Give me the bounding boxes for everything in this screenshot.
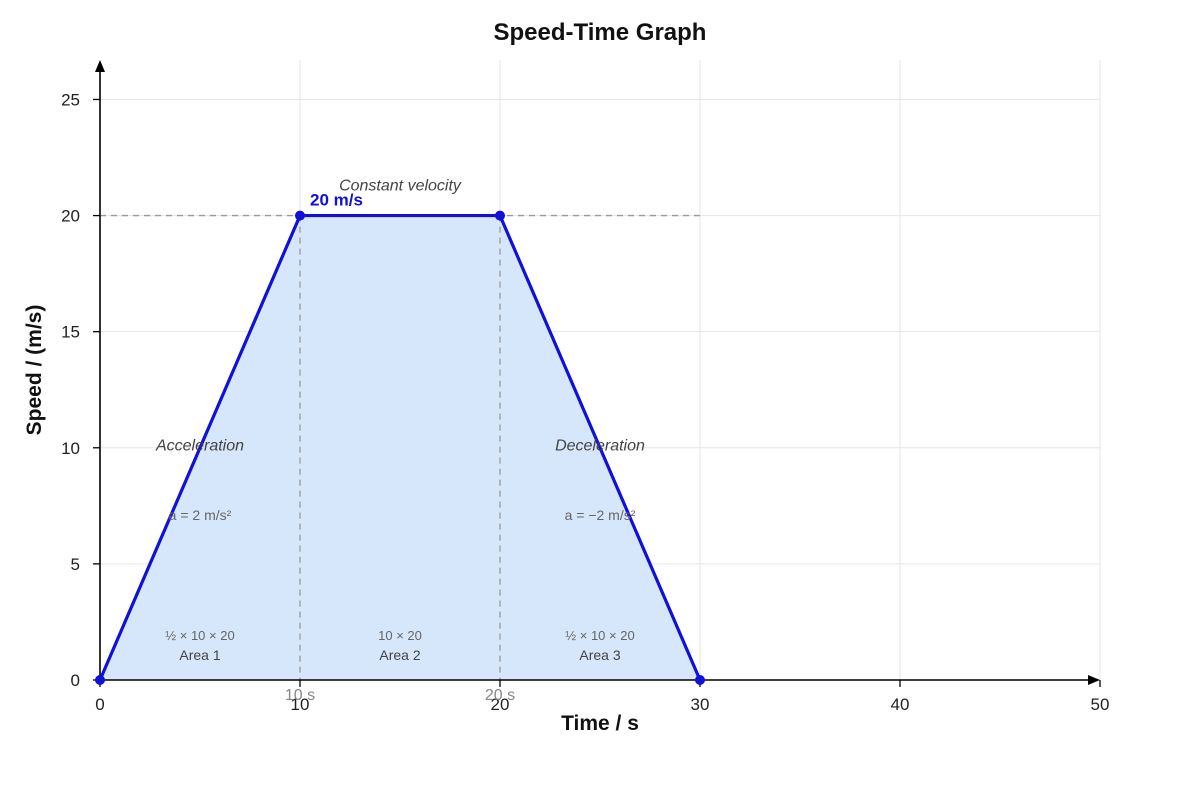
y-tick-label: 5 (71, 555, 80, 574)
speed-series-line (98, 213, 702, 681)
phase-label: Acceleration (155, 437, 244, 454)
chart-title: Speed-Time Graph (494, 19, 707, 46)
y-axis-title: Speed / (m/s) (23, 305, 46, 436)
area-calculation: ½ × 10 × 20 (165, 628, 234, 643)
y-tick-label: 0 (71, 671, 80, 690)
area-name: Area 1 (179, 647, 220, 663)
x-tick-label: 30 (691, 695, 710, 714)
acceleration-label: a = 2 m/s² (169, 507, 232, 523)
y-axis-arrow (95, 60, 105, 72)
x-tick-label: 0 (95, 695, 104, 714)
phase-label: Constant velocity (339, 177, 462, 194)
data-point (495, 210, 505, 221)
time-marker-label: 10 s (285, 687, 315, 704)
speed-annotation: 20 m/s (310, 191, 363, 210)
area-calculation: 10 × 20 (378, 628, 422, 643)
area-name: Area 3 (579, 647, 620, 663)
x-tick-label: 20 (491, 695, 510, 714)
y-tick-label: 15 (61, 323, 80, 342)
area-name: Area 2 (379, 647, 420, 663)
phase-label: Deceleration (555, 437, 645, 454)
x-axis-arrow (1088, 675, 1100, 685)
x-tick-label: 50 (1091, 695, 1110, 714)
y-tick-label: 20 (61, 207, 80, 226)
x-axis-title: Time / s (561, 712, 639, 735)
annotations: 20 m/s 10 s 20 s Acceleration Constant veloc… (155, 177, 645, 704)
data-point (95, 675, 105, 685)
data-points (95, 210, 705, 685)
y-tick-label: 25 (61, 90, 80, 109)
tick-labels: 0 10 20 30 40 50 0 5 10 15 20 25 (61, 90, 1109, 714)
x-tick-label: 40 (891, 695, 910, 714)
area-calculation: ½ × 10 × 20 (565, 628, 634, 643)
x-tick-label: 10 (291, 695, 310, 714)
time-marker-label: 20 s (485, 687, 515, 704)
axes (93, 60, 1101, 687)
y-tick-label: 10 (61, 439, 80, 458)
acceleration-label: a = −2 m/s² (565, 507, 636, 523)
series-line-layer (98, 213, 702, 681)
data-point (695, 675, 705, 685)
data-point (295, 210, 305, 221)
